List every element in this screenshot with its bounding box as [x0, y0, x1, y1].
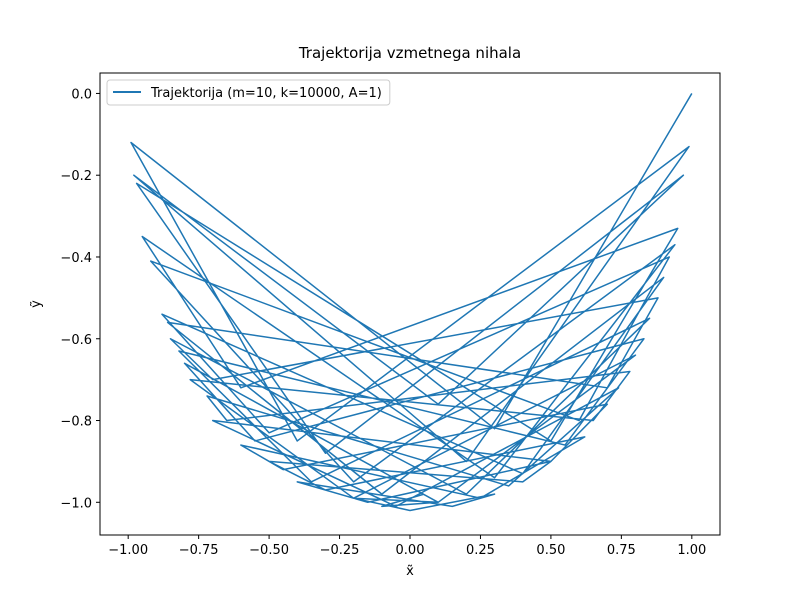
x-tick-label: 0.00 [396, 543, 425, 558]
x-tick-label: 0.50 [536, 543, 565, 558]
y-tick-label: −0.2 [60, 169, 92, 184]
y-tick-label: −0.8 [60, 415, 92, 430]
x-tick-label: 0.25 [466, 543, 495, 558]
y-tick-label: −0.4 [60, 251, 92, 266]
legend-box [106, 79, 391, 106]
x-tick-label: −0.75 [179, 543, 219, 558]
legend-label: Trajektorija (m=10, k=10000, A=1) [150, 86, 382, 101]
x-tick-label: 1.00 [677, 543, 706, 558]
y-tick-label: 0.0 [71, 87, 92, 102]
x-tick-label: −1.00 [108, 543, 148, 558]
y-axis-label: ỹ [29, 300, 44, 308]
chart-title: Trajektorija vzmetnega nihala [298, 44, 521, 62]
x-tick-label: −0.50 [249, 543, 289, 558]
y-tick-label: −1.0 [60, 496, 92, 511]
x-tick-label: 0.75 [607, 543, 636, 558]
x-tick-label: −0.25 [320, 543, 360, 558]
trajectory-line [130, 93, 693, 512]
x-axis-label: x̃ [406, 564, 414, 579]
y-tick-label: −0.6 [60, 333, 92, 348]
